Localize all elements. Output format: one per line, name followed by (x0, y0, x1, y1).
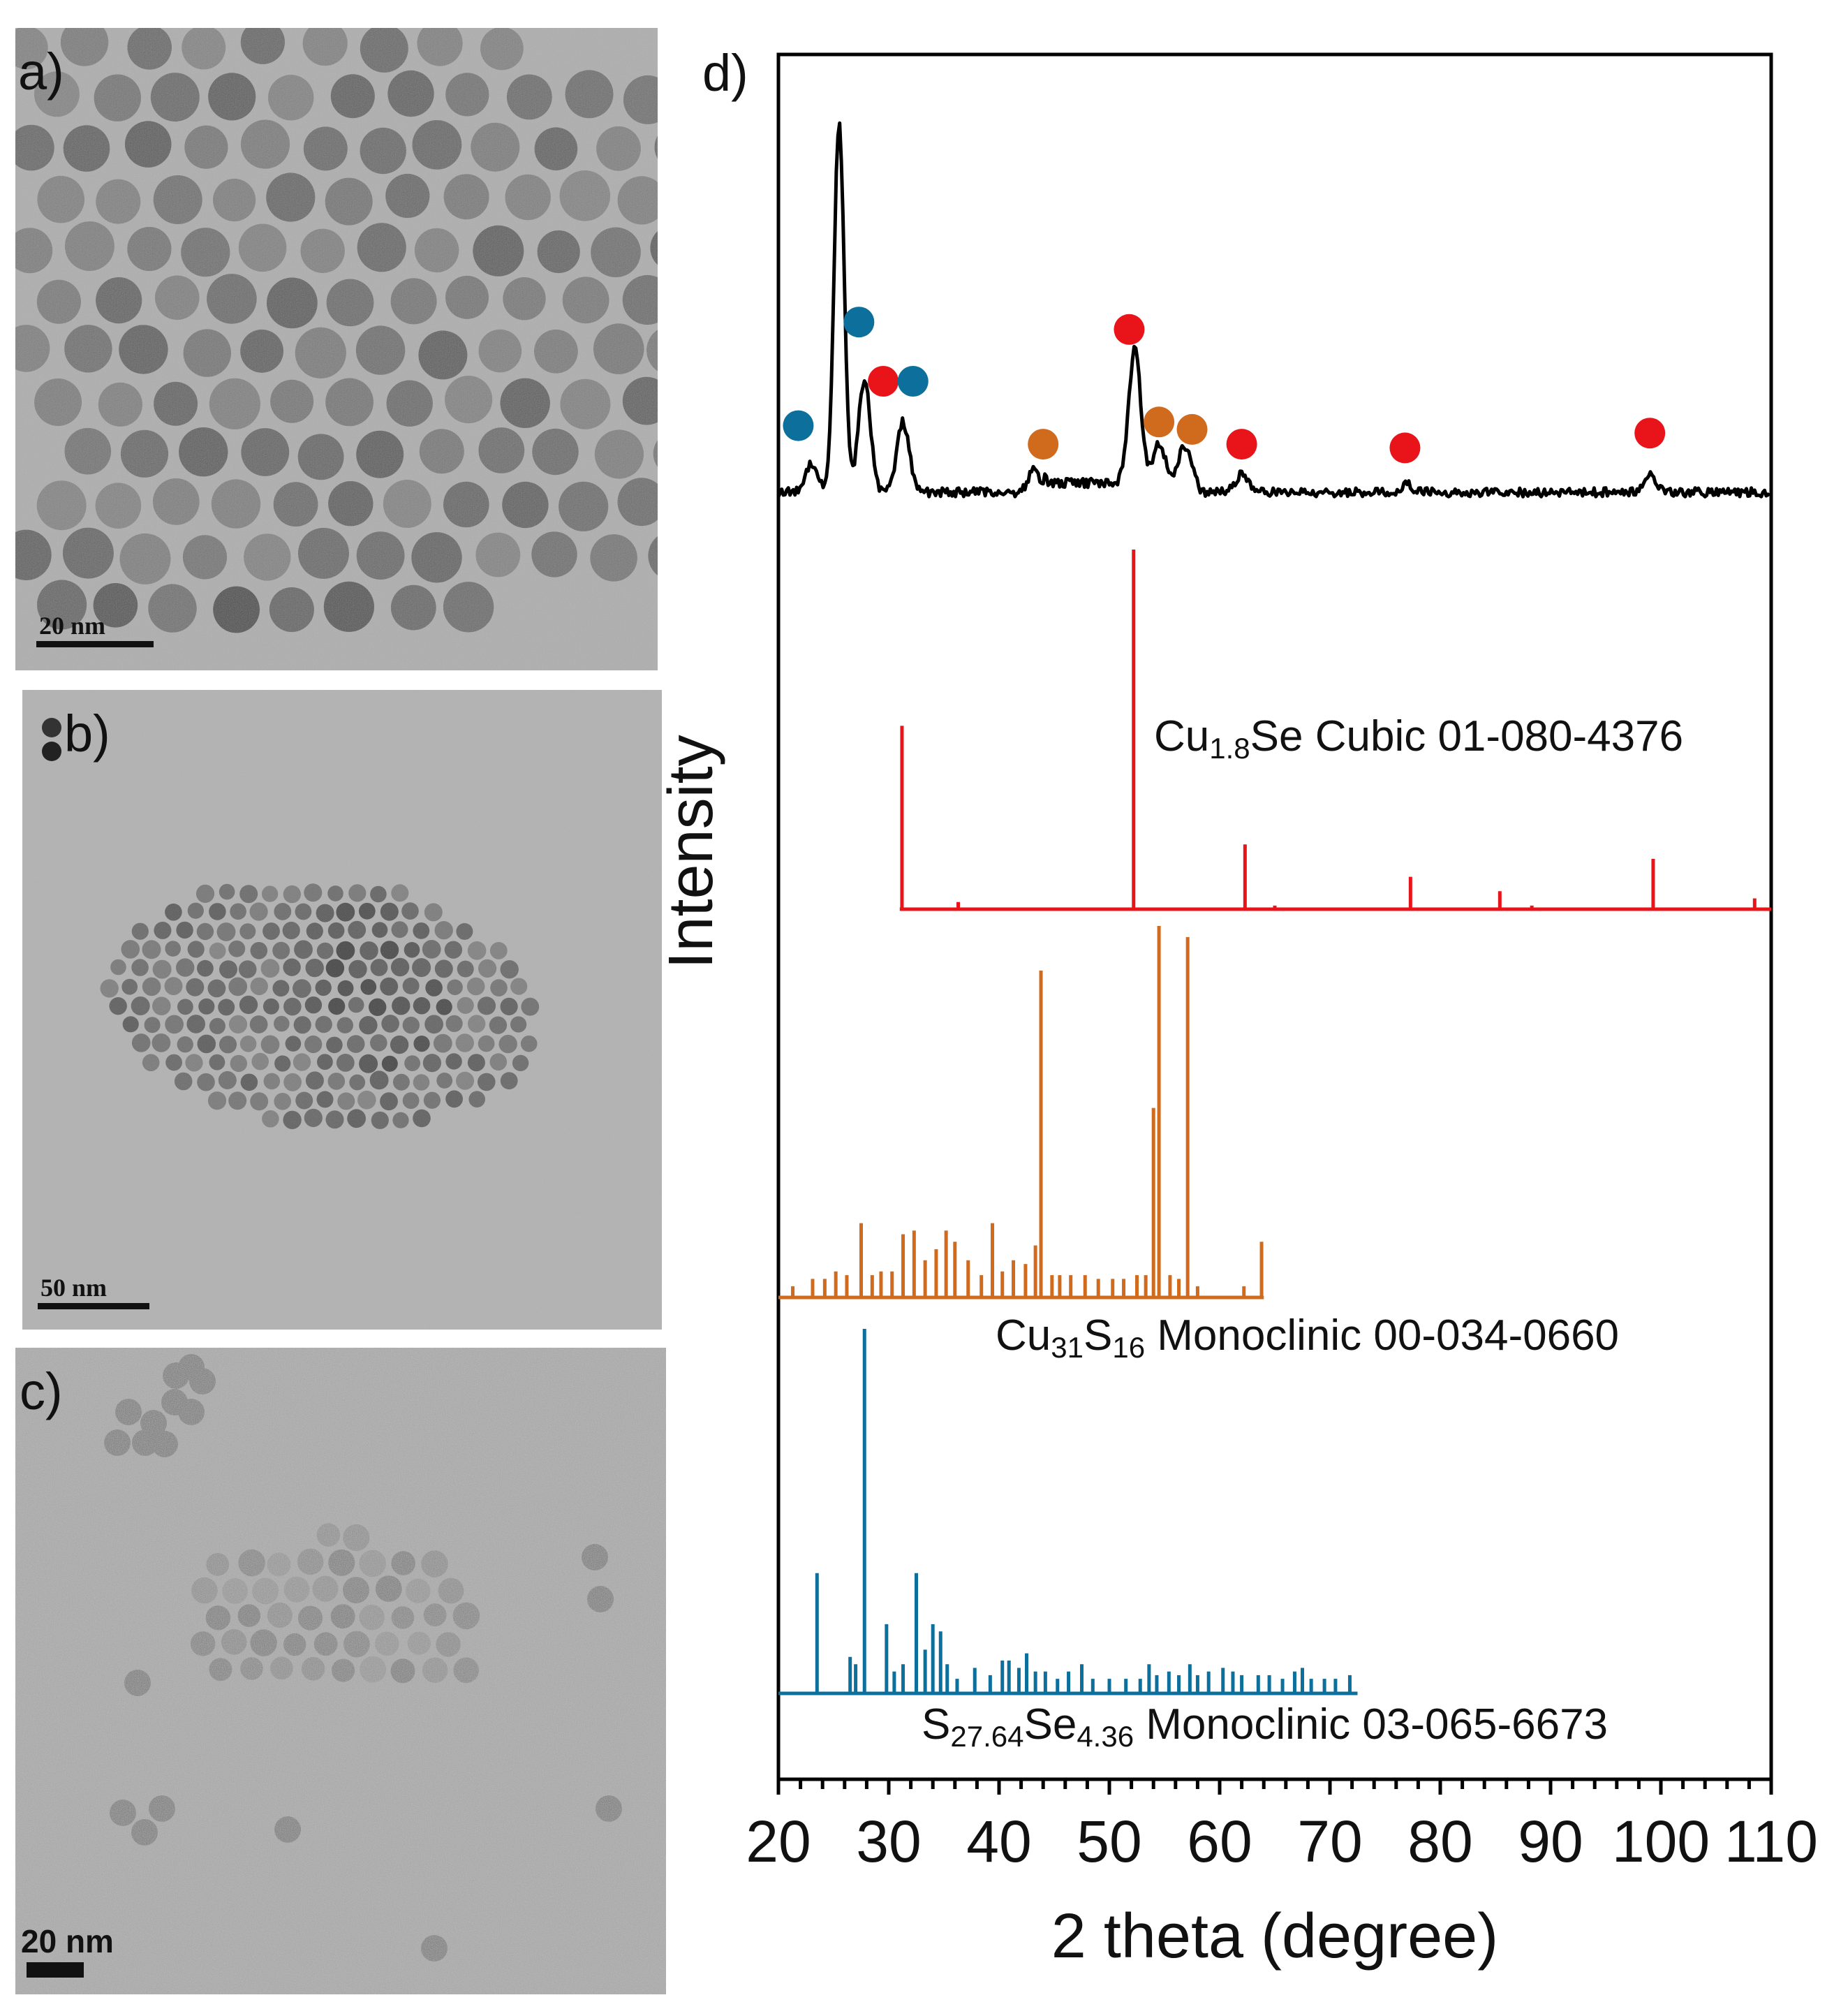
x-tick-label: 30 (856, 1809, 921, 1874)
phase-marker-Cu31S16 (1028, 429, 1059, 460)
x-tick-label: 110 (1724, 1809, 1818, 1874)
phase-marker-Cu18Se (1226, 429, 1257, 460)
tem-image-c: c) 20 nm (15, 1348, 666, 1994)
stray-particle (42, 718, 61, 737)
tem-micrograph-b: b) 50 nm (22, 690, 662, 1330)
panel-label-d: d) (702, 44, 748, 102)
scale-bar-a (36, 641, 154, 647)
panel-label-a: a) (18, 43, 64, 101)
reference-labels: Cu1.8Se Cubic 01-080-4376 Cu31S16 Monocli… (922, 712, 1683, 1753)
xrd-chart-svg: d) 20 30 40 50 60 70 80 90 100 110 Cu1.8Se Cubic … (656, 44, 1818, 1971)
x-tick-label: 40 (966, 1809, 1031, 1874)
phase-marker-S2764Se436 (843, 307, 875, 338)
stray-particle (42, 742, 61, 761)
panel-label-b: b) (64, 705, 110, 763)
x-tick-label: 80 (1407, 1809, 1472, 1874)
phase-marker-Cu18Se (1389, 432, 1421, 464)
scale-bar-label-c: 20 nm (21, 1923, 114, 1959)
phase-marker-Cu31S16 (1176, 413, 1208, 445)
plot-frame (776, 52, 1773, 1781)
xrd-chart: d) 20 30 40 50 60 70 80 90 100 110 Cu1.8Se Cubic … (656, 28, 1841, 2013)
tem-image-a: a) 20 nm (15, 28, 658, 670)
cu31s16-label: Cu31S16 Monoclinic 00-034-0660 (996, 1311, 1619, 1364)
phase-marker-S2764Se436 (897, 366, 929, 397)
s2764se436-label: S27.64Se4.36 Monoclinic 03-065-6673 (922, 1700, 1608, 1753)
phase-marker-S2764Se436 (783, 410, 814, 441)
series-group (776, 121, 1771, 1695)
x-axis: 20 30 40 50 60 70 80 90 100 110 (746, 1779, 1818, 1874)
x-tick-label: 50 (1077, 1809, 1141, 1874)
phase-marker-Cu31S16 (1144, 406, 1175, 438)
cu18se-pattern (899, 550, 1771, 911)
phase-marker-Cu18Se (1114, 314, 1145, 345)
x-tick-label: 20 (746, 1809, 811, 1874)
scale-bar-b (38, 1303, 149, 1309)
tem-image-b: b) 50 nm (22, 690, 662, 1330)
scale-bar-label-b: 50 nm (40, 1274, 107, 1302)
panel-label-c: c) (20, 1362, 63, 1420)
x-axis-label: 2 theta (degree) (1051, 1901, 1498, 1971)
cu31s16-pattern (778, 926, 1264, 1300)
tem-micrograph-a: a) 20 nm (15, 28, 658, 670)
phase-marker-Cu18Se (1634, 418, 1666, 449)
x-tick-label: 70 (1297, 1809, 1362, 1874)
x-tick-label: 90 (1518, 1809, 1583, 1874)
s2764se436-pattern (778, 1329, 1358, 1695)
y-axis-label: Intensity (656, 735, 726, 969)
phase-markers (783, 307, 1666, 464)
x-tick-label: 100 (1612, 1809, 1710, 1874)
scale-bar-c (27, 1962, 84, 1978)
tem-micrograph-c: c) 20 nm (15, 1348, 666, 1994)
sample-xrd-line (776, 121, 1771, 499)
cu18se-label: Cu1.8Se Cubic 01-080-4376 (1154, 712, 1683, 765)
scale-bar-label-a: 20 nm (39, 612, 105, 640)
x-tick-label: 60 (1187, 1809, 1252, 1874)
phase-marker-Cu18Se (868, 366, 899, 397)
